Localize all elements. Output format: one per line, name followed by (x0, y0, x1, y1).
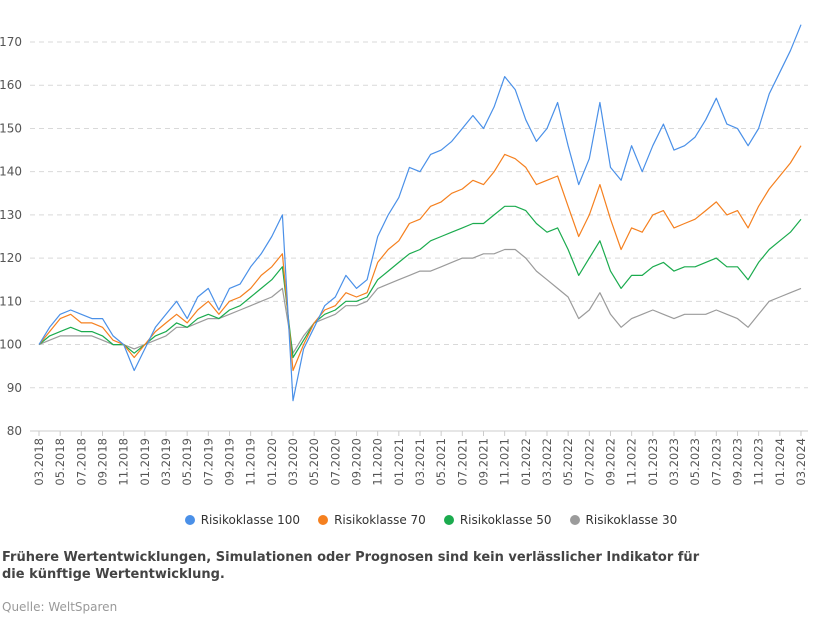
legend-label: Risikoklasse 50 (459, 513, 552, 527)
x-tick-label: 09.2023 (730, 438, 744, 486)
series-line-risikoklasse-30 (38, 248, 802, 354)
x-tick-label: 07.2019 (201, 438, 215, 486)
legend-item-risikoklasse-70[interactable]: Risikoklasse 70 (318, 513, 426, 527)
x-tick-label: 09.2021 (476, 438, 490, 486)
x-tick-label: 01.2022 (519, 438, 533, 486)
series-line-risikoklasse-70 (38, 145, 802, 372)
x-tick-label: 09.2022 (603, 438, 617, 486)
legend-marker (318, 515, 329, 525)
x-tick-label: 11.2018 (117, 438, 131, 486)
x-tick-label: 09.2018 (95, 438, 109, 486)
x-tick-label: 03.2022 (540, 438, 554, 486)
y-tick-label: 160 (0, 78, 22, 92)
source-label: Quelle: WeltSparen (2, 600, 118, 614)
legend-marker (569, 515, 580, 525)
legend-label: Risikoklasse 70 (334, 513, 426, 527)
x-tick-label: 01.2023 (646, 438, 660, 486)
x-tick-label: 01.2019 (138, 438, 152, 486)
x-tick-label: 11.2022 (625, 438, 639, 486)
y-tick-label: 100 (0, 338, 22, 352)
legend-marker (184, 515, 195, 525)
x-tick-label: 07.2022 (582, 438, 596, 486)
series-line-risikoklasse-100 (38, 24, 802, 402)
legend: Risikoklasse 100 Risikoklasse 70 Risikok… (0, 513, 832, 527)
series-line-risikoklasse-50 (38, 205, 802, 359)
y-tick-label: 80 (7, 424, 22, 438)
x-tick-label: 09.2020 (349, 438, 363, 486)
x-tick-label: 05.2018 (53, 438, 67, 486)
legend-item-risikoklasse-50[interactable]: Risikoklasse 50 (443, 513, 552, 527)
x-tick-label: 05.2021 (434, 438, 448, 486)
x-tick-label: 05.2023 (688, 438, 702, 486)
x-tick-label: 05.2020 (307, 438, 321, 486)
x-tick-label: 01.2020 (265, 438, 279, 486)
x-tick-label: 07.2023 (709, 438, 723, 486)
x-tick-label: 11.2019 (244, 438, 258, 486)
legend-item-risikoklasse-100[interactable]: Risikoklasse 100 (184, 513, 301, 527)
y-tick-label: 90 (7, 381, 22, 395)
y-tick-label: 170 (0, 35, 22, 49)
legend-marker (443, 515, 454, 525)
x-tick-label: 01.2024 (773, 438, 787, 486)
legend-label: Risikoklasse 100 (200, 513, 301, 527)
y-tick-label: 130 (0, 208, 22, 222)
legend-item-risikoklasse-30[interactable]: Risikoklasse 30 (569, 513, 678, 527)
x-tick-label: 03.2018 (32, 438, 46, 486)
x-tick-label: 03.2019 (159, 438, 173, 486)
x-tick-label: 03.2021 (413, 438, 427, 486)
x-tick-label: 11.2020 (371, 438, 385, 486)
x-tick-label: 01.2021 (392, 438, 406, 486)
x-tick-label: 05.2019 (180, 438, 194, 486)
line-chart: 80 90 100 110 120 130 140 150 160 170 03.2018 05.20… (0, 24, 808, 486)
x-tick-label: 07.2018 (74, 438, 88, 486)
x-tick-label: 09.2019 (222, 438, 236, 486)
x-tick-label: 07.2020 (328, 438, 342, 486)
x-tick-label: 11.2023 (752, 438, 766, 486)
x-tick-label: 03.2020 (286, 438, 300, 486)
x-tick-label: 07.2021 (455, 438, 469, 486)
x-tick-label: 05.2022 (561, 438, 575, 486)
y-tick-label: 150 (0, 121, 22, 135)
y-tick-label: 110 (0, 294, 22, 308)
x-tick-label: 11.2021 (498, 438, 512, 486)
y-tick-label: 140 (0, 165, 22, 179)
x-tick-label: 03.2024 (794, 438, 808, 486)
x-tick-label: 03.2023 (667, 438, 681, 486)
legend-label: Risikoklasse 30 (585, 513, 678, 527)
disclaimer-note: Frühere Wertentwicklungen, Simulationen … (2, 550, 700, 582)
y-tick-label: 120 (0, 251, 22, 265)
